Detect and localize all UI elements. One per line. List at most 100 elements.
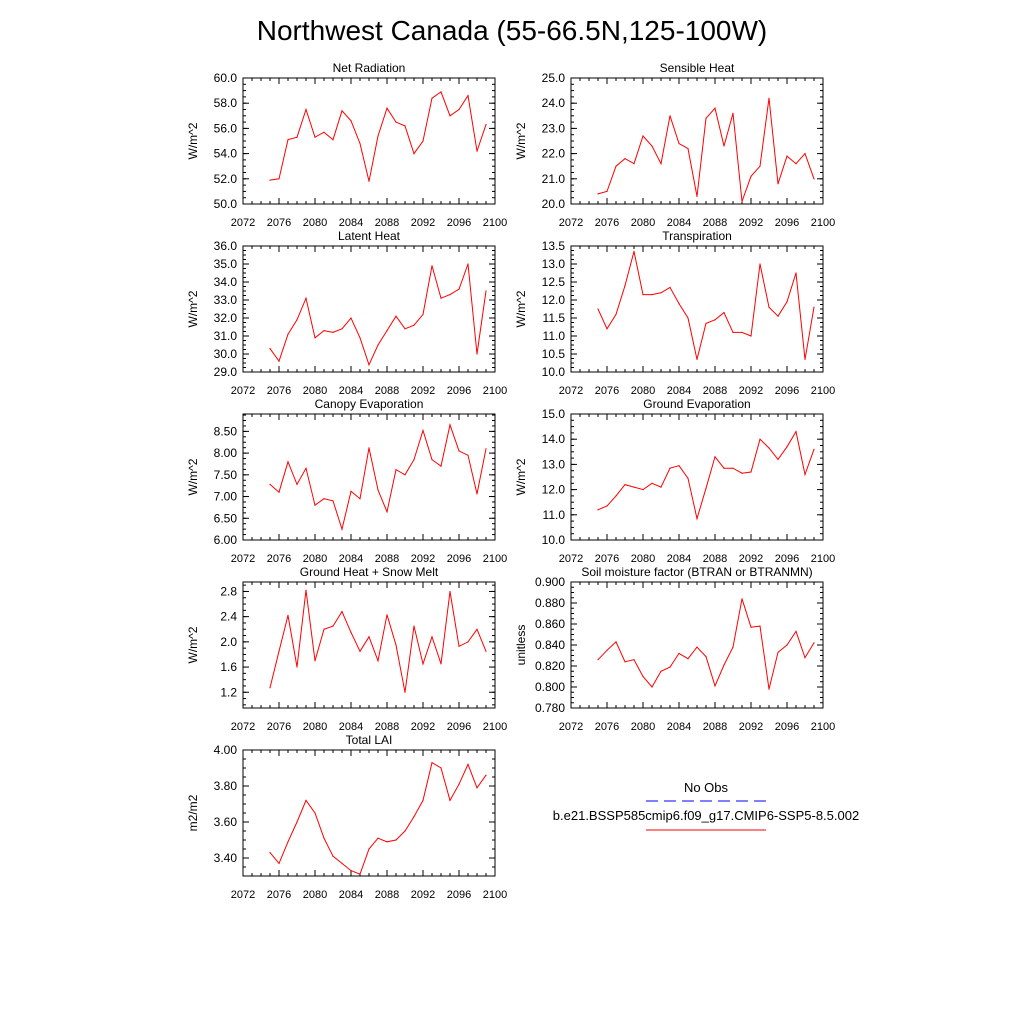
data-point <box>404 474 406 476</box>
data-point <box>449 115 451 117</box>
x-tick-label: 2092 <box>739 385 763 397</box>
data-point <box>368 848 370 850</box>
plot-frame <box>570 581 824 709</box>
x-tick-label: 2080 <box>303 889 327 901</box>
data-point <box>705 117 707 119</box>
data-point <box>642 135 644 137</box>
x-tick-label: 2096 <box>775 553 799 565</box>
data-point <box>759 165 761 167</box>
data-point <box>431 265 433 267</box>
data-point <box>624 158 626 160</box>
y-tick-label: 56.0 <box>214 121 238 135</box>
data-point <box>440 297 442 299</box>
data-point <box>305 589 307 591</box>
data-point <box>458 288 460 290</box>
x-tick-label: 2076 <box>267 553 291 565</box>
x-tick-label: 2076 <box>595 553 619 565</box>
data-point <box>278 862 280 865</box>
data-point <box>795 272 797 274</box>
data-point <box>723 312 725 314</box>
y-tick-label: 12.0 <box>542 483 566 497</box>
data-point <box>377 660 379 662</box>
x-tick-label: 2084 <box>667 217 691 229</box>
data-point <box>386 107 388 109</box>
y-tick-label: 0.820 <box>535 659 565 673</box>
data-point <box>633 486 635 488</box>
data-point <box>660 670 662 672</box>
x-tick-label: 2076 <box>595 721 619 733</box>
data-point <box>431 97 433 99</box>
data-point <box>323 837 325 839</box>
panel-ground-evaporation: Ground Evaporation W/m^2 2072 2076 2080 2084 2… <box>514 397 835 565</box>
data-point <box>705 322 707 324</box>
x-tick-label: 2096 <box>447 721 471 733</box>
legend-label-model-run: b.e21.BSSP585cmip6.f09_g17.CMIP6-SSP5-8.… <box>553 808 859 823</box>
y-tick-label: 13.0 <box>542 257 566 271</box>
y-tick-label: 6.50 <box>214 511 238 525</box>
data-point <box>350 317 352 319</box>
data-point <box>431 636 433 638</box>
x-tick-label: 2100 <box>483 721 507 733</box>
y-tick-label: 3.40 <box>214 851 238 865</box>
data-point <box>476 493 478 495</box>
data-point <box>804 358 806 360</box>
x-tick-label: 2076 <box>267 889 291 901</box>
plot-frame <box>242 413 496 541</box>
data-point <box>597 308 599 310</box>
data-point <box>341 110 343 112</box>
plot-frame <box>242 749 496 877</box>
y-tick-label: 3.80 <box>214 779 238 793</box>
x-tick-label: 2088 <box>703 721 727 733</box>
data-point <box>404 691 406 693</box>
x-tick-label: 2092 <box>411 721 435 733</box>
data-point <box>467 641 469 643</box>
y-tick-label: 7.00 <box>214 490 238 504</box>
x-tick-label: 2092 <box>411 889 435 901</box>
data-point <box>804 473 806 476</box>
data-point <box>714 107 716 109</box>
x-tick-label: 2096 <box>447 889 471 901</box>
panel-title: Ground Evaporation <box>643 397 750 411</box>
data-point <box>332 331 334 333</box>
data-point <box>296 319 298 321</box>
data-point <box>359 650 361 652</box>
data-point <box>777 458 779 460</box>
panel-title: Sensible Heat <box>660 61 735 75</box>
x-tick-label: 2096 <box>447 217 471 229</box>
data-point <box>287 461 289 463</box>
data-point <box>269 483 271 485</box>
y-axis-label: W/m^2 <box>186 626 200 663</box>
series-line <box>269 263 487 367</box>
data-point <box>732 112 734 114</box>
data-point <box>377 837 379 839</box>
series-line <box>269 91 487 182</box>
data-point <box>368 364 370 366</box>
data-point <box>597 193 599 195</box>
data-point <box>813 448 815 450</box>
data-point <box>359 142 361 145</box>
data-point <box>759 263 761 265</box>
data-point <box>732 646 734 648</box>
data-point <box>660 292 662 294</box>
y-tick-label: 12.5 <box>542 275 566 289</box>
y-tick-label: 35.0 <box>214 257 238 271</box>
data-point <box>296 821 298 823</box>
plot-frame <box>242 245 496 373</box>
data-point <box>332 625 334 627</box>
panel-total-lai: Total LAI m2/m2 2072 2076 2080 2084 2088 2092 20… <box>186 733 507 901</box>
data-point <box>377 489 379 491</box>
data-point <box>377 135 379 137</box>
y-axis-label: m2/m2 <box>186 794 200 831</box>
x-tick-label: 2084 <box>339 217 363 229</box>
y-tick-label: 3.60 <box>214 815 238 829</box>
y-tick-label: 8.00 <box>214 446 238 460</box>
x-tick-label: 2100 <box>811 385 835 397</box>
data-point <box>404 125 406 127</box>
data-point <box>413 324 415 326</box>
data-point <box>305 108 307 111</box>
data-point <box>795 630 797 633</box>
data-point <box>395 839 397 841</box>
x-tick-label: 2088 <box>375 889 399 901</box>
data-point <box>431 459 433 461</box>
data-point <box>741 472 743 474</box>
